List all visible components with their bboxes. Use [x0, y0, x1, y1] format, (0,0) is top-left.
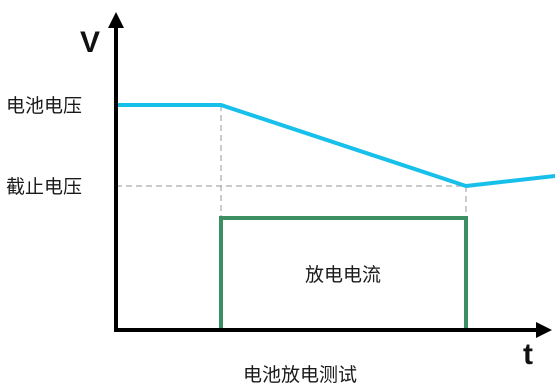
battery-voltage-label: 电池电压	[6, 95, 82, 117]
x-axis-arrow-icon	[536, 322, 552, 338]
x-axis-title: t	[523, 338, 533, 371]
discharge-current-label: 放电电流	[305, 264, 381, 286]
y-axis-arrow-icon	[108, 12, 124, 28]
diagram-caption: 电池放电测试	[243, 364, 357, 386]
cutoff-voltage-label: 截止电压	[6, 176, 82, 198]
y-axis-title: V	[80, 26, 100, 59]
voltage-curve	[114, 103, 555, 188]
